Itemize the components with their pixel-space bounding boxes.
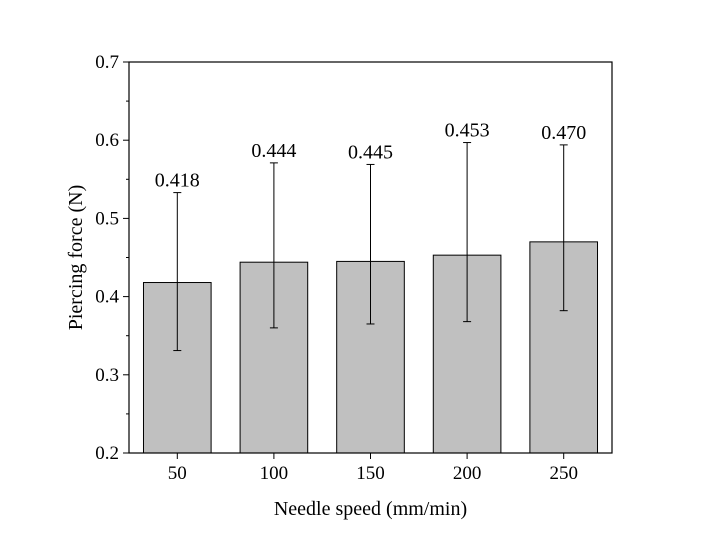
x-tick-label-250: 250 xyxy=(549,463,578,484)
x-tick-label-150: 150 xyxy=(356,463,385,484)
error-bar-250 xyxy=(559,144,568,312)
y-tick-label-0.4: 0.4 xyxy=(95,287,119,308)
error-bar-100 xyxy=(269,162,278,329)
data-label-100: 0.444 xyxy=(251,140,296,162)
data-label-150: 0.445 xyxy=(348,141,393,163)
error-bar-150 xyxy=(366,163,375,325)
x-axis-title: Needle speed (mm/min) xyxy=(274,498,467,520)
x-tick-label-100: 100 xyxy=(260,463,289,484)
x-tick-label-50: 50 xyxy=(168,463,187,484)
data-label-50: 0.418 xyxy=(155,170,200,192)
y-tick-label-0.3: 0.3 xyxy=(95,365,119,386)
data-label-200: 0.453 xyxy=(445,120,490,142)
y-tick-label-0.5: 0.5 xyxy=(95,208,119,229)
x-axis: 50 100 150 200 250 xyxy=(168,453,578,484)
x-tick-label-200: 200 xyxy=(453,463,482,484)
error-bar-50 xyxy=(173,192,182,352)
y-tick-label-0.6: 0.6 xyxy=(95,130,119,151)
y-tick-label-0.2: 0.2 xyxy=(95,443,119,464)
data-labels-layer: 0.418 0.444 0.445 0.453 0.470 xyxy=(155,120,586,192)
y-tick-label-0.7: 0.7 xyxy=(95,52,119,73)
error-bars-layer xyxy=(173,142,568,352)
data-label-250: 0.470 xyxy=(541,122,586,144)
y-axis: 0.2 0.3 0.4 0.5 0.6 0.7 xyxy=(95,52,129,464)
error-bar-200 xyxy=(463,142,472,323)
y-axis-title: Piercing force (N) xyxy=(65,185,87,331)
